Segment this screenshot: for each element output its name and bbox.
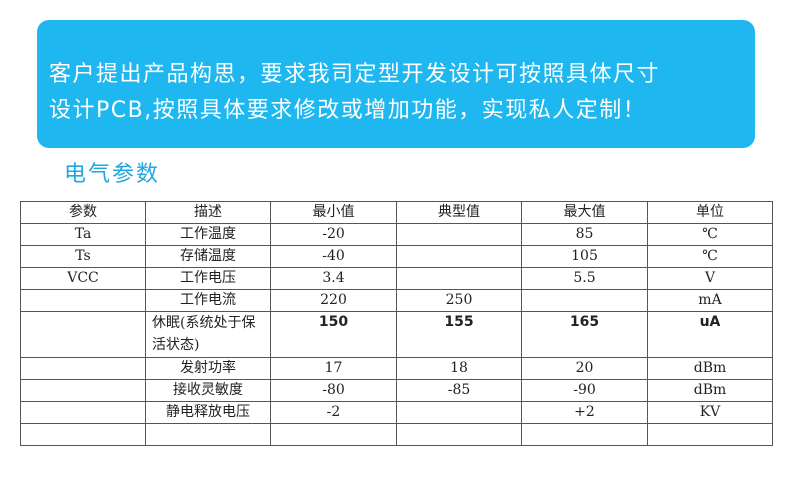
table-cell: 接收灵敏度 xyxy=(145,379,271,402)
table-cell xyxy=(20,357,146,380)
table-cell: 18 xyxy=(396,357,522,380)
table-cell: 工作电流 xyxy=(145,289,271,312)
table-cell xyxy=(396,245,522,268)
table-cell: 220 xyxy=(270,289,397,312)
table-cell: -2 xyxy=(270,401,397,424)
table-row: 工作电流 220 250 mA xyxy=(20,289,773,312)
table-cell xyxy=(20,423,146,446)
table-cell: ℃ xyxy=(647,223,773,246)
banner-line-1: 客户提出产品构思，要求我司定型开发设计可按照具体尺寸 xyxy=(49,62,661,87)
table-row: 接收灵敏度 -80 -85 -90 dBm xyxy=(20,379,773,402)
table-cell xyxy=(396,223,522,246)
header-cell: 最大值 xyxy=(521,201,648,224)
table-cell: KV xyxy=(647,401,773,424)
table-cell: -90 xyxy=(521,379,648,402)
table-cell: V xyxy=(647,267,773,290)
table-cell: dBm xyxy=(647,379,773,402)
table-cell: Ts xyxy=(20,245,146,268)
table-cell: 休眠(系统处于保活状态) xyxy=(145,311,271,358)
table-cell: 105 xyxy=(521,245,648,268)
table-cell: 工作温度 xyxy=(145,223,271,246)
table-cell: dBm xyxy=(647,357,773,380)
table-cell: ℃ xyxy=(647,245,773,268)
table-row: Ts 存储温度 -40 105 ℃ xyxy=(20,245,773,268)
table-cell: 155 xyxy=(396,311,522,358)
section-title: 电气参数 xyxy=(64,162,161,187)
table-cell xyxy=(270,423,397,446)
header-cell: 单位 xyxy=(647,201,773,224)
table-cell xyxy=(20,401,146,424)
table-row: 发射功率 17 18 20 dBm xyxy=(20,357,773,380)
table-cell xyxy=(647,423,773,446)
table-cell xyxy=(396,267,522,290)
table-cell: 3.4 xyxy=(270,267,397,290)
table-cell xyxy=(20,311,146,358)
table-cell: 17 xyxy=(270,357,397,380)
table-row: 休眠(系统处于保活状态) 150 155 165 uA xyxy=(20,311,773,358)
header-cell: 典型值 xyxy=(396,201,522,224)
table-cell: -80 xyxy=(270,379,397,402)
table-cell xyxy=(20,379,146,402)
table-cell: -20 xyxy=(270,223,397,246)
header-cell: 最小值 xyxy=(270,201,397,224)
table-cell xyxy=(145,423,271,446)
table-cell xyxy=(20,289,146,312)
table-cell: 存储温度 xyxy=(145,245,271,268)
header-cell: 描述 xyxy=(145,201,271,224)
table-row: Ta 工作温度 -20 85 ℃ xyxy=(20,223,773,246)
table-cell: mA xyxy=(647,289,773,312)
table-cell: uA xyxy=(647,311,773,358)
table-cell: 工作电压 xyxy=(145,267,271,290)
table-cell: 150 xyxy=(270,311,397,358)
table-cell: -85 xyxy=(396,379,522,402)
table-cell xyxy=(396,423,522,446)
banner-line-2: 设计PCB,按照具体要求修改或增加功能，实现私人定制！ xyxy=(49,98,647,123)
table-cell: Ta xyxy=(20,223,146,246)
table-header-row: 参数 描述 最小值 典型值 最大值 单位 xyxy=(20,201,773,224)
table-cell: +2 xyxy=(521,401,648,424)
table-cell: 20 xyxy=(521,357,648,380)
table-cell: -40 xyxy=(270,245,397,268)
table-row: VCC 工作电压 3.4 5.5 V xyxy=(20,267,773,290)
header-cell: 参数 xyxy=(20,201,146,224)
table-cell: 165 xyxy=(521,311,648,358)
table-cell: 250 xyxy=(396,289,522,312)
table-row: 静电释放电压 -2 +2 KV xyxy=(20,401,773,424)
table-cell: 5.5 xyxy=(521,267,648,290)
table-cell xyxy=(521,423,648,446)
electrical-parameters-table: 参数 描述 最小值 典型值 最大值 单位 Ta 工作温度 -20 85 ℃ Ts 存储温度 -40 105 ℃… xyxy=(20,201,773,446)
table-cell xyxy=(521,289,648,312)
table-cell: 静电释放电压 xyxy=(145,401,271,424)
table-cell: 发射功率 xyxy=(145,357,271,380)
table-cell xyxy=(396,401,522,424)
table-cell: 85 xyxy=(521,223,648,246)
table-cell: VCC xyxy=(20,267,146,290)
table-row xyxy=(20,423,773,446)
promo-banner: 客户提出产品构思，要求我司定型开发设计可按照具体尺寸 设计PCB,按照具体要求修… xyxy=(37,20,755,148)
